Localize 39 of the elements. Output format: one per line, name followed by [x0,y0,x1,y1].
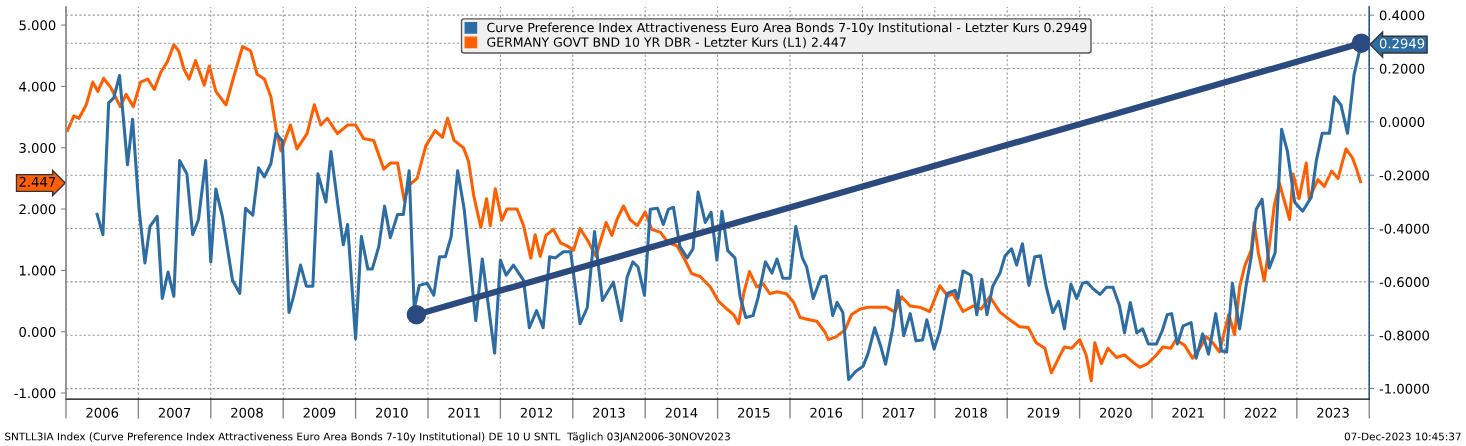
y2-tick-label: -0.6000 [1379,277,1430,288]
y2-tick-label: -0.8000 [1379,330,1430,341]
x-tick-label: 2020 [1100,407,1132,418]
x-tick-label: 2017 [882,407,915,418]
legend-label: GERMANY GOVT BND 10 YR DBR - Letzter Kurs (L1) 2.447 [487,37,846,49]
y-tick-label: 1.000 [19,265,56,276]
x-tick-label: 2022 [1244,407,1277,418]
x-tick-label: 2010 [375,407,408,418]
x-tick-label: 2015 [737,407,770,418]
y2-tick-label: 0.2949 [1379,38,1425,49]
y2-tick-label: 0.4000 [1379,10,1425,21]
x-tick-label: 2008 [231,407,263,418]
x-tick-label: 2012 [520,407,553,418]
y-tick-label: 4.000 [19,81,56,92]
y-tick-label: 0.000 [19,326,56,337]
x-tick-label: 2007 [158,407,191,418]
y-tick-label: -1.000 [14,388,56,399]
x-tick-label: 2016 [810,407,843,418]
x-tick-label: 2013 [593,407,625,418]
legend-label: Curve Preference Index Attractiveness Euro Area Bonds 7-10y Institutional - Letzter Kurs 0.2949 [487,22,1087,35]
y2-tick-label: -0.2000 [1379,170,1430,181]
y-tick-label: 5.000 [19,20,56,31]
x-tick-label: 2011 [448,407,480,418]
y-tick-label: 2.447 [19,176,56,187]
y2-tick-label: -1.0000 [1379,383,1430,394]
y-tick-label: 2.000 [19,204,56,215]
y2-tick-label: 0.0000 [1379,117,1425,128]
y2-tick-label: -0.4000 [1379,223,1430,234]
text: 07-Dec-2023 10:45:37 [1344,432,1461,441]
y2-tick-label: 0.2000 [1379,63,1425,74]
x-tick-label: 2018 [955,407,987,418]
x-tick-label: 2014 [665,407,698,418]
y-tick-label: 3.000 [19,142,56,153]
x-tick-label: 2019 [1027,407,1060,418]
x-tick-label: 2006 [86,407,119,418]
x-tick-label: 2021 [1172,407,1204,418]
x-tick-label: 2023 [1317,407,1349,418]
text: SNTLL3IA Index (Curve Preference Index Attractiveness Euro Area Bonds 7-10y Institutional) DE 10 U SNTL Täglich 03JAN2006-30NOV2023 [5,432,730,443]
x-tick-label: 2009 [303,407,336,418]
